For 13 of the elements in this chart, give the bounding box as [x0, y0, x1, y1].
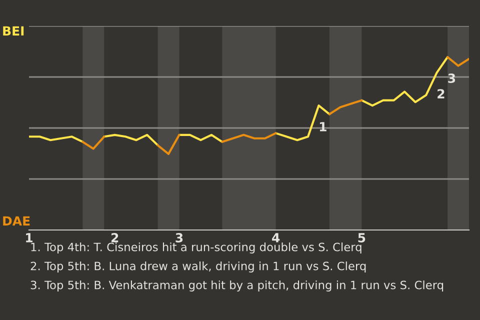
x-tick-label: 2 — [111, 233, 118, 242]
text: 2. Top 5th: B. Luna drew a walk, driving in 1 run vs S. Clerq — [30, 261, 366, 273]
x-tick-label: 4 — [272, 233, 280, 242]
x-tick-label: 5 — [358, 233, 366, 242]
text: 3. Top 5th: B. Venkatraman got hit by a pitch, driving in 1 run vs S. Clerq — [30, 280, 444, 292]
text: 1. Top 4th: T. Cisneiros hit a run-scoring double vs S. Clerq — [31, 242, 362, 254]
annotation: 1 — [320, 122, 326, 132]
annotation: 2 — [438, 89, 444, 98]
x-tick-label: 3 — [176, 233, 183, 242]
annotation: 3 — [448, 74, 456, 83]
annotation: DAE — [3, 216, 30, 226]
x-tick-label: 1 — [26, 233, 32, 242]
text: BEI — [3, 26, 24, 36]
